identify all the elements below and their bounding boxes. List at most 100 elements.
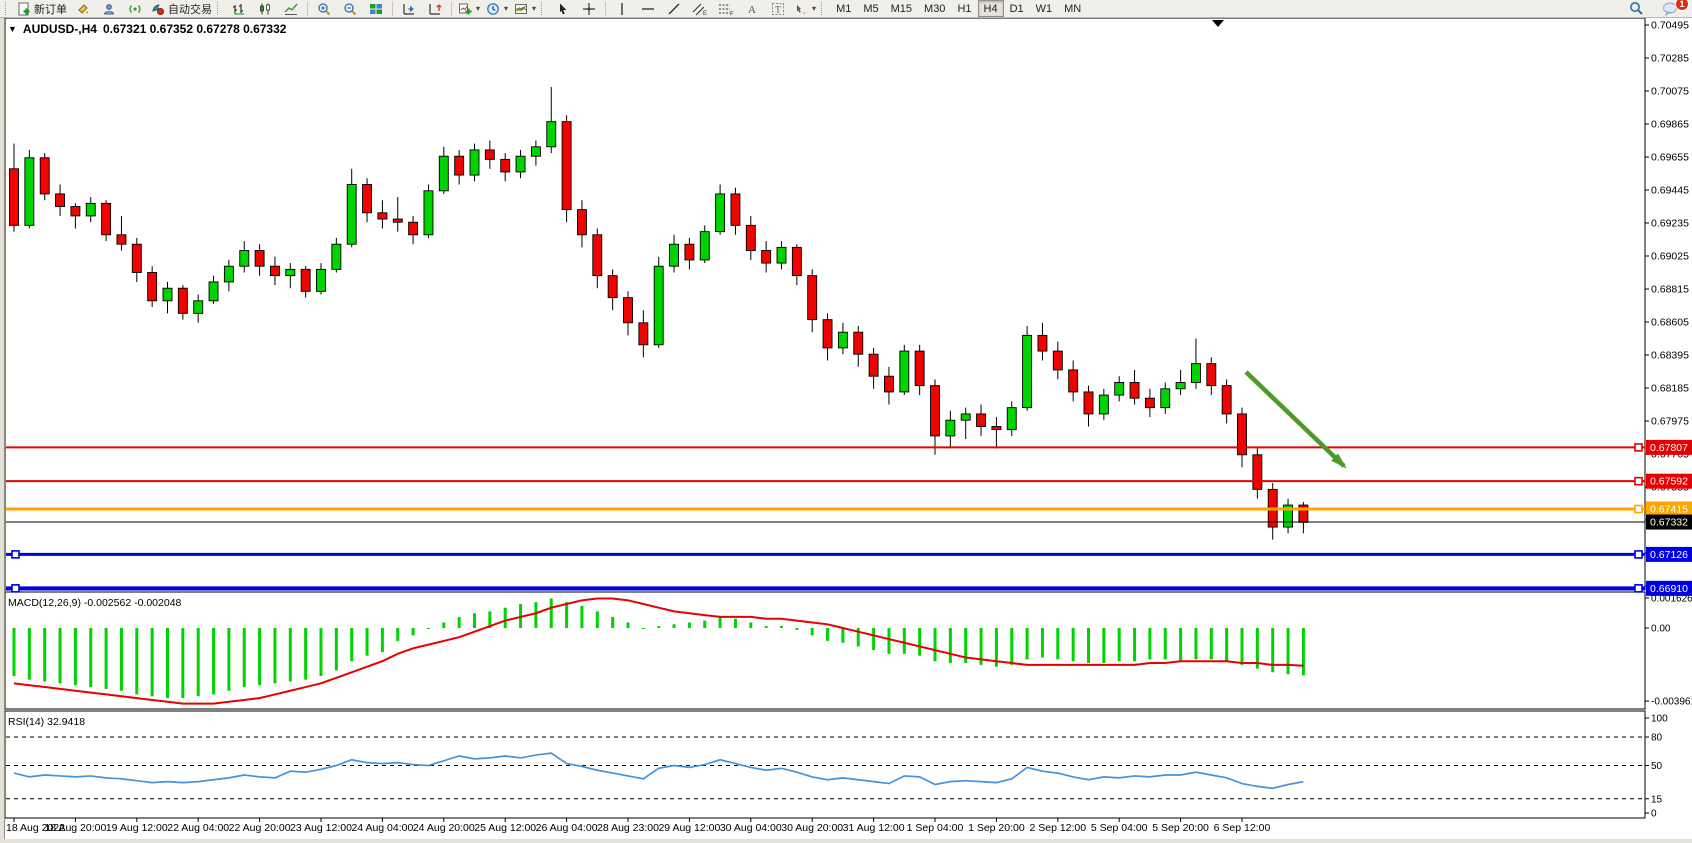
rsi-name: RSI(14) [8,716,45,728]
arrows-button[interactable]: ▾ [791,0,819,18]
chart-shift-icon [403,3,414,15]
macd-indicator-label: MACD(12,26,9) -0.002562 -0.002048 [8,597,181,609]
timeframe-m15-button[interactable]: M15 [885,0,918,17]
chart-shift-button[interactable] [396,0,422,18]
price-tick-label: 0.70075 [1651,86,1689,98]
macd-histogram-bar [687,622,691,628]
candle-body [807,275,818,321]
candle-body [1283,504,1294,528]
macd-histogram-bar [703,620,707,628]
time-label: 30 Aug 04:00 [720,822,782,834]
time-label: 22 Aug 04:00 [167,822,229,834]
macd-histogram-bar [1071,628,1075,662]
line-chart-button[interactable] [278,0,304,18]
rsi-tick-label: 100 [1651,714,1668,725]
time-label: 29 Aug 12:00 [658,822,720,834]
timeframe-mn-button[interactable]: MN [1058,0,1087,17]
macd-histogram-bar [979,628,983,665]
line-handle[interactable] [11,584,20,593]
macd-histogram-bar [119,628,123,691]
line-handle[interactable] [11,550,20,559]
text-label-button[interactable]: T [765,0,791,18]
zoom-in-button[interactable] [311,0,337,18]
macd-histogram-bar [887,628,891,654]
vertical-line-button[interactable] [609,0,635,18]
candle-body [1006,407,1017,431]
time-label: 1 Sep 20:00 [968,822,1025,834]
toolbar-separator [605,1,607,16]
horizontal-line-button[interactable] [635,0,661,18]
price-line-badge-label: 0.67126 [1650,549,1688,561]
search-button[interactable] [1623,0,1649,18]
macd-histogram-bar [549,598,553,628]
fibonacci-button[interactable]: F [713,0,739,18]
new-order-button[interactable]: 新订单 [14,0,70,18]
price-tick-label: 0.67975 [1651,416,1689,428]
trendline-button[interactable] [661,0,687,18]
toolbar-grip[interactable] [5,2,10,15]
styler-button[interactable] [70,0,96,18]
text-button[interactable]: A [739,0,765,18]
candlestick-chart-button[interactable] [252,0,278,18]
price-pane-border [4,17,1646,591]
candle-body [1237,413,1247,456]
macd-histogram-bar [43,628,47,682]
time-label: 28 Aug 23:00 [597,822,659,834]
channel-button[interactable]: E [687,0,713,18]
timeframe-m5-button[interactable]: M5 [857,0,884,17]
toolbar-grip[interactable] [541,2,546,15]
candle-body [1052,350,1063,371]
autotrade-label: 自动交易 [168,3,212,16]
timeframe-m30-button[interactable]: M30 [918,0,951,17]
timeframe-w1-button[interactable]: W1 [1030,0,1059,17]
chat-button[interactable]: 1 [1657,0,1689,18]
line-handle[interactable] [1634,476,1643,486]
tile-windows-icon [370,3,382,14]
indicators-button[interactable]: ▾ [455,0,483,18]
macd-histogram-bar [411,628,415,636]
trend-arrow[interactable] [1244,370,1346,468]
line-handle[interactable] [1634,550,1643,559]
timeframe-h1-button[interactable]: H1 [951,0,977,17]
chart-symbol-period: AUDUSD-,H4 [22,22,97,36]
candle-body [868,353,879,377]
price-line-badge-label: 0.66910 [1650,583,1688,595]
price-tick-label: 0.69655 [1651,152,1689,164]
candle-body [162,287,173,302]
line-handle[interactable] [1634,504,1643,514]
crosshair-button[interactable] [576,0,602,18]
candle-body [577,209,587,236]
line-handle[interactable] [1634,443,1643,452]
candle-body [1083,391,1094,415]
templates-button[interactable]: ▾ [511,0,539,18]
candle-body [761,250,772,264]
autotrade-button[interactable]: 自动交易 [148,0,215,18]
timeframe-d1-button[interactable]: D1 [1004,0,1030,17]
candle-body [653,265,664,346]
bar-chart-button[interactable] [226,0,252,18]
rsi-tick-label: 0 [1651,809,1657,820]
toolbar-grip[interactable] [821,2,826,15]
timeframe-m1-button[interactable]: M1 [830,0,857,17]
tile-windows-button[interactable] [363,0,389,18]
macd-histogram-bar [1148,628,1152,660]
indicators-dropdown-caret: ▾ [476,4,481,13]
candle-body [1068,369,1079,393]
profile-button[interactable] [96,0,122,18]
auto-scroll-button[interactable] [422,0,448,18]
timeframe-d1-label: D1 [1009,2,1024,15]
macd-histogram-bar [826,628,830,641]
toolbar-grip[interactable] [217,2,222,15]
chart-title-dropdown-icon[interactable]: ▼ [8,24,17,34]
time-label: 31 Aug 12:00 [843,822,905,834]
signals-button[interactable] [122,0,148,18]
cursor-button[interactable] [550,0,576,18]
timeframe-h4-button[interactable]: H4 [977,0,1004,17]
candle-body [669,243,679,267]
candle-body [822,319,833,349]
macd-histogram-bar [89,628,93,688]
zoom-out-button[interactable] [337,0,363,18]
line-handle[interactable] [1634,584,1643,593]
periods-button[interactable]: ▾ [483,0,511,18]
